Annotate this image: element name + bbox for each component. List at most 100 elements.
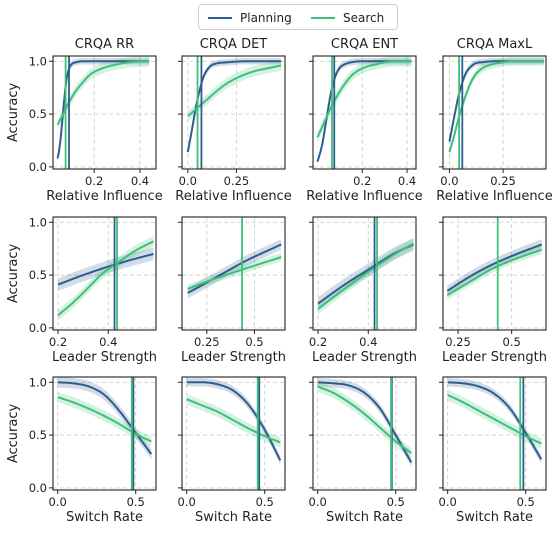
y-tick-label: 0.5 xyxy=(29,268,47,282)
x-tick-label: 0.5 xyxy=(256,495,274,509)
x-tick-label: 0.0 xyxy=(439,495,457,509)
x-tick-label: 0.4 xyxy=(398,174,416,188)
x-axis-label: Switch Rate xyxy=(456,510,533,525)
y-axis-label: Accuracy xyxy=(6,404,21,464)
y-tick-label: 1.0 xyxy=(29,215,47,229)
x-tick-label: 0.4 xyxy=(99,335,117,349)
ci-band-planning xyxy=(317,378,412,467)
x-tick-label: 0.25 xyxy=(445,335,471,349)
ci-band-search xyxy=(57,56,150,130)
panel-frame xyxy=(52,216,157,331)
series-line-planning xyxy=(186,381,282,461)
ci-band-planning xyxy=(58,247,154,291)
series-line-search xyxy=(446,248,543,297)
ci-band-planning xyxy=(57,58,150,162)
x-tick-label: 0.2 xyxy=(49,335,67,349)
panel-frame xyxy=(52,376,157,491)
series-line-search xyxy=(447,394,542,445)
y-tick-label: 0.0 xyxy=(29,481,47,495)
y-axis-label: Accuracy xyxy=(6,83,21,143)
x-axis-label: Relative Influence xyxy=(46,189,162,204)
ci-band-search xyxy=(318,238,414,315)
x-tick-label: 0.0 xyxy=(309,495,327,509)
x-tick-label: 0.4 xyxy=(359,335,377,349)
panel-frame xyxy=(312,55,417,170)
panel-title: CRQA DET xyxy=(200,37,268,52)
x-tick-label: 0.2 xyxy=(309,335,327,349)
panel-frame xyxy=(312,376,417,491)
series-line-planning xyxy=(57,252,154,286)
series-line-search xyxy=(187,256,282,290)
series-line-search xyxy=(57,240,154,316)
ci-band-planning xyxy=(57,377,152,460)
x-tick-label: 0.0 xyxy=(179,174,197,188)
y-tick-label: 0.0 xyxy=(29,160,47,174)
x-tick-label: 0.0 xyxy=(440,174,458,188)
series-line-planning xyxy=(187,243,282,294)
x-tick-label: 0.2 xyxy=(85,174,103,188)
y-axis-label: Accuracy xyxy=(6,244,21,304)
ci-band-planning xyxy=(187,239,282,299)
ci-band-search xyxy=(317,381,412,459)
x-tick-label: 0.2 xyxy=(353,174,371,188)
x-axis-label: Relative Influence xyxy=(436,189,552,204)
panel-frame xyxy=(181,55,286,170)
series-line-planning xyxy=(447,381,543,460)
series-line-planning xyxy=(317,381,413,464)
y-tick-label: 1.0 xyxy=(29,375,47,389)
panel-frame xyxy=(442,216,547,331)
panel-frame xyxy=(442,376,547,491)
ci-band-planning xyxy=(447,378,542,464)
series-line-planning xyxy=(56,60,150,159)
series-line-search xyxy=(448,60,544,153)
series-line-search xyxy=(187,64,282,117)
x-tick-label: 0.5 xyxy=(127,495,145,509)
series-line-search xyxy=(56,60,150,126)
x-axis-label: Leader Strength xyxy=(312,350,417,365)
panel-title: CRQA RR xyxy=(75,37,134,52)
x-axis-label: Switch Rate xyxy=(326,510,403,525)
x-tick-label: 0.0 xyxy=(178,495,196,509)
panel-frame xyxy=(52,55,157,170)
panel-frame xyxy=(181,216,286,331)
x-axis-label: Leader Strength xyxy=(52,350,157,365)
x-tick-label: 0.5 xyxy=(245,335,263,349)
ci-band-search xyxy=(187,60,282,122)
x-axis-label: Switch Rate xyxy=(66,510,143,525)
ci-band-planning xyxy=(186,378,281,465)
x-tick-label: 0.4 xyxy=(131,174,149,188)
y-tick-label: 1.0 xyxy=(29,54,47,68)
y-tick-label: 0.0 xyxy=(29,321,47,335)
panel-frame xyxy=(312,216,417,331)
legend-swatch-planning xyxy=(208,16,232,20)
series-line-search xyxy=(317,242,414,310)
ci-band-search xyxy=(449,57,544,157)
panel-title: CRQA MaxL xyxy=(457,37,533,52)
x-tick-label: 0.5 xyxy=(503,335,521,349)
x-tick-label: 0.25 xyxy=(490,174,516,188)
legend-label-search: Search xyxy=(343,11,385,25)
x-tick-label: 0.5 xyxy=(517,495,535,509)
x-axis-label: Leader Strength xyxy=(181,350,286,365)
panel-frame xyxy=(442,55,547,170)
x-axis-label: Leader Strength xyxy=(442,350,547,365)
x-axis-label: Relative Influence xyxy=(306,189,422,204)
y-tick-label: 0.5 xyxy=(29,107,47,121)
panel-title: CRQA ENT xyxy=(331,37,398,52)
legend-item-planning: Planning xyxy=(208,11,292,25)
x-axis-label: Switch Rate xyxy=(195,510,272,525)
x-axis-label: Relative Influence xyxy=(175,189,291,204)
y-tick-label: 0.5 xyxy=(29,428,47,442)
series-line-search xyxy=(316,60,412,138)
series-line-planning xyxy=(186,60,282,153)
legend-item-search: Search xyxy=(311,11,384,25)
legend-swatch-search xyxy=(311,16,335,20)
chart-legend: Planning Search xyxy=(198,4,398,30)
ci-band-search xyxy=(447,245,542,300)
x-tick-label: 0.25 xyxy=(194,335,220,349)
legend-label-planning: Planning xyxy=(240,11,292,25)
series-line-planning xyxy=(446,243,543,292)
panel-frame xyxy=(181,376,286,491)
x-tick-label: 0.5 xyxy=(387,495,405,509)
